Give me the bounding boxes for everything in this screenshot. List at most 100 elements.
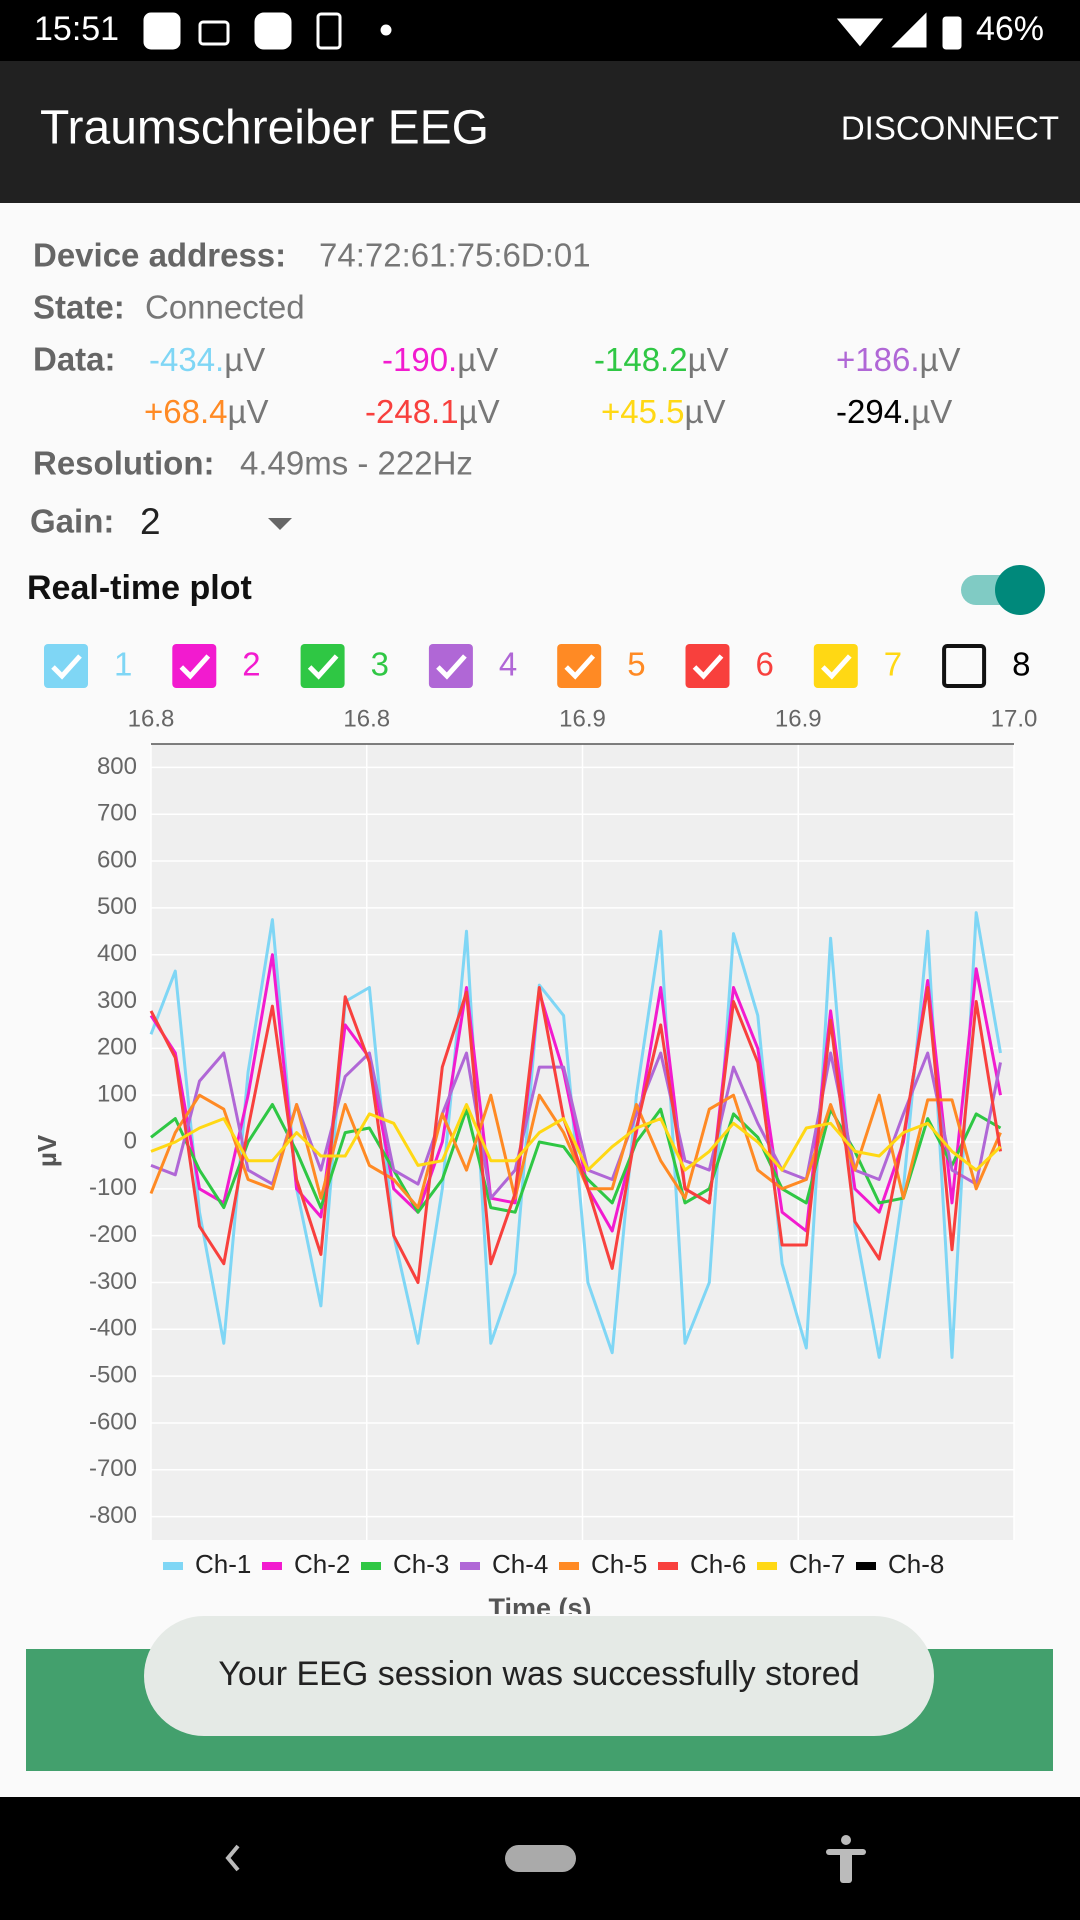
y-tick-label: 600 <box>97 846 137 873</box>
y-tick-label: 400 <box>97 940 137 967</box>
channel-value: -148.2 <box>594 341 688 378</box>
channel-value: +68.4 <box>144 393 228 430</box>
x-tick-label: 17.0 <box>991 705 1038 732</box>
legend-label: Ch-3 <box>393 1549 449 1579</box>
data-value: -248.1µV <box>365 393 500 430</box>
channel-value: +186. <box>836 341 920 378</box>
y-tick-label: 200 <box>97 1034 137 1061</box>
app-title: Traumschreiber EEG <box>40 102 489 155</box>
channel-unit: µV <box>457 341 498 378</box>
gain-value[interactable]: 2 <box>140 501 161 542</box>
legend-swatch <box>163 1562 183 1570</box>
checkbox-label: 7 <box>884 646 902 683</box>
checkmark <box>307 654 339 680</box>
device-address: 74:72:61:75:6D:01 <box>319 237 591 274</box>
legend-swatch <box>757 1562 777 1570</box>
checkbox <box>557 644 602 688</box>
channel-unit: µV <box>920 341 961 378</box>
checkbox <box>172 644 217 688</box>
y-tick-label: -700 <box>89 1455 137 1482</box>
checkbox <box>813 644 858 688</box>
legend-label: Ch-2 <box>294 1549 350 1579</box>
legend-label: Ch-5 <box>591 1549 647 1579</box>
state-label: State: <box>33 289 125 326</box>
device-address-label: Device address: <box>33 237 286 274</box>
legend-label: Ch-7 <box>789 1549 845 1579</box>
x-tick-label: 16.8 <box>343 705 390 732</box>
x-tick-label: 16.9 <box>775 705 822 732</box>
data-values: -434.µV -190.µV -148.2µV +186.µV+68.4µV -248… <box>144 341 961 430</box>
y-tick-label: -100 <box>89 1174 137 1201</box>
resolution: 4.49ms - 222Hz <box>240 445 473 482</box>
plot-toggle-label: Real-time plot <box>27 569 252 607</box>
y-tick-label: -400 <box>89 1315 137 1342</box>
legend-swatch <box>361 1562 381 1570</box>
series-line <box>149 986 1002 1284</box>
channel-unit: µV <box>459 393 500 430</box>
channel-unit: µV <box>228 393 269 430</box>
series-line <box>150 1103 1002 1172</box>
checkbox-label: 2 <box>242 646 260 683</box>
dropdown-arrow[interactable] <box>268 518 292 530</box>
checkmark <box>821 654 852 680</box>
checkmark <box>564 654 596 680</box>
checkmark <box>436 654 467 680</box>
data-value: -148.2µV <box>594 341 729 378</box>
gain-label: Gain: <box>30 503 114 540</box>
legend-swatch <box>856 1562 876 1570</box>
state: Connected <box>145 289 305 326</box>
channel-unit: µV <box>688 341 729 378</box>
y-tick-label: -800 <box>89 1502 137 1529</box>
resolution-label: Resolution: <box>33 445 214 482</box>
y-tick-label: 100 <box>97 1081 137 1108</box>
x-tick-label: 16.9 <box>559 705 606 732</box>
channel-value: -434. <box>149 341 224 378</box>
y-tick-label: -500 <box>89 1361 137 1388</box>
series-line <box>149 1093 1002 1210</box>
toast <box>144 1616 934 1736</box>
checkmark <box>692 654 724 680</box>
checkmark <box>179 654 211 680</box>
data-label: Data: <box>33 341 116 378</box>
legend-swatch <box>262 1562 282 1570</box>
toast-message: Your EEG session was successfully stored <box>218 1655 859 1693</box>
chart: -800 -700 -600 -500 -400 -300 -200 -100 0 100 200 3… <box>32 705 1038 1623</box>
data-value: +186.µV <box>836 341 961 378</box>
nav-home[interactable] <box>505 1845 576 1872</box>
y-tick-label: 300 <box>97 987 137 1014</box>
legend-label: Ch-4 <box>492 1549 548 1579</box>
channel-value: +45.5 <box>601 393 685 430</box>
nav-accessibility[interactable] <box>826 1835 866 1883</box>
x-axis-label: Time (s) <box>488 1593 591 1623</box>
data-value: +45.5µV <box>601 393 726 430</box>
channel-unit: µV <box>685 393 726 430</box>
app-bar <box>0 61 1080 203</box>
checkbox <box>685 644 730 688</box>
data-value: -434.µV <box>149 341 265 378</box>
nav-back[interactable] <box>225 1844 240 1872</box>
status-icons <box>143 12 962 50</box>
checkbox <box>300 644 345 688</box>
channel-unit: µV <box>911 393 952 430</box>
legend-label: Ch-6 <box>690 1549 746 1579</box>
checkbox-label: 8 <box>1012 646 1030 683</box>
checkbox-label: 6 <box>756 646 774 683</box>
plot-toggle[interactable] <box>961 565 1045 615</box>
data-value: -294.µV <box>836 393 952 430</box>
legend-swatch <box>658 1562 678 1570</box>
legend-swatch <box>559 1562 579 1570</box>
checkbox-label: 3 <box>371 646 389 683</box>
checkbox <box>428 644 473 688</box>
y-tick-label: 500 <box>97 893 137 920</box>
channel-unit: µV <box>224 341 265 378</box>
channel-value: -190. <box>382 341 457 378</box>
x-tick-label: 16.8 <box>128 705 175 732</box>
y-tick-label: -200 <box>89 1221 137 1248</box>
toggle-thumb <box>995 565 1045 615</box>
legend-label: Ch-1 <box>195 1549 251 1579</box>
checkbox-label: 5 <box>627 646 645 683</box>
legend-label: Ch-8 <box>888 1549 944 1579</box>
disconnect-button[interactable]: DISCONNECT <box>841 110 1059 147</box>
battery-level: 46% <box>976 10 1044 48</box>
